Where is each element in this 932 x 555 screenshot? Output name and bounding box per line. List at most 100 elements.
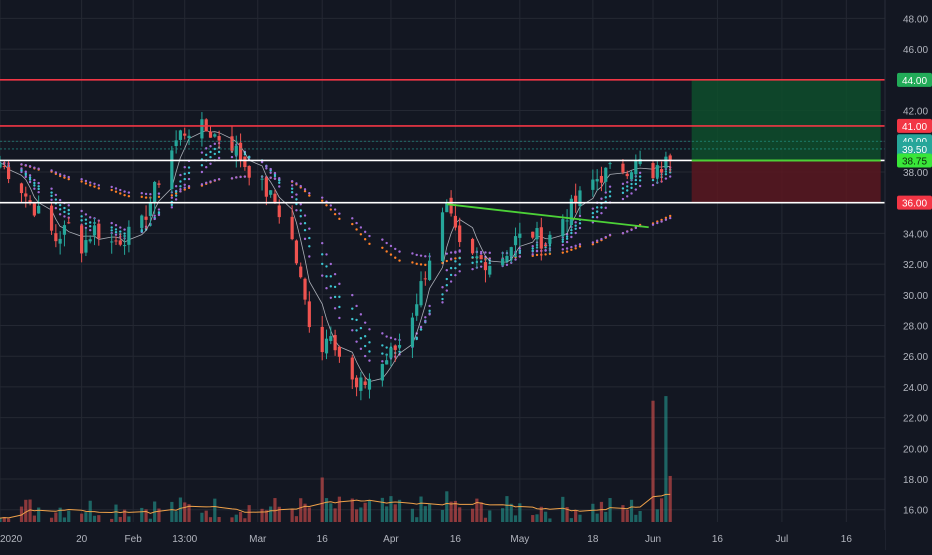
- ma-dot: [217, 177, 221, 181]
- candle-body: [565, 220, 569, 222]
- ma-dot: [269, 171, 272, 174]
- volume-bar: [0, 518, 2, 522]
- volume-bar: [127, 516, 131, 522]
- candle-body: [518, 233, 522, 238]
- candle-body: [531, 231, 535, 238]
- candle-body: [569, 198, 573, 226]
- volume-bar: [565, 507, 569, 522]
- ma-dot: [295, 193, 298, 196]
- x-tick-label: Feb: [125, 534, 143, 545]
- ma-dot: [608, 233, 612, 237]
- candle-body: [0, 162, 2, 168]
- ma-dot: [389, 244, 393, 248]
- y-tick-label: 30.00: [903, 291, 928, 302]
- ma-dot: [626, 181, 629, 184]
- ma-dot: [50, 194, 53, 198]
- ma-dot: [454, 251, 457, 254]
- candle-body: [578, 190, 582, 207]
- ma-dot: [80, 219, 83, 222]
- ma-dot: [595, 216, 599, 219]
- ma-dot: [329, 204, 333, 207]
- ma-dot: [415, 262, 418, 266]
- ma-dot: [471, 261, 474, 265]
- ma-dot: [535, 250, 539, 253]
- ma-dot: [205, 153, 208, 157]
- ma-dot: [299, 203, 302, 206]
- ma-dot: [419, 254, 423, 257]
- volume-bar: [668, 475, 672, 522]
- ma-dot: [63, 215, 66, 218]
- volume-bar: [428, 503, 432, 522]
- x-tick-label: Mar: [249, 534, 267, 545]
- candle-body: [389, 347, 393, 358]
- volume-bar: [440, 509, 445, 522]
- ma-dot: [445, 289, 448, 292]
- ma-dot: [58, 208, 62, 211]
- ma-dot: [660, 218, 663, 222]
- ma-dot: [179, 190, 182, 193]
- candle-body: [668, 155, 672, 162]
- candle-body: [187, 135, 191, 139]
- volume-bar: [548, 518, 552, 522]
- ma-dot: [449, 251, 453, 254]
- candle-body: [290, 216, 294, 240]
- ma-dot: [638, 175, 642, 178]
- ma-dot: [441, 301, 444, 304]
- ma-dot: [604, 196, 607, 199]
- ma-dot: [295, 198, 298, 201]
- ma-dot: [565, 237, 569, 240]
- ma-dot: [600, 197, 603, 200]
- y-tick-label: 28.00: [903, 321, 928, 332]
- ma-dot: [479, 252, 483, 255]
- ma-dot: [651, 223, 655, 226]
- ma-dot: [114, 187, 118, 190]
- volume-bar: [37, 507, 41, 522]
- ma-dot: [325, 275, 328, 278]
- price-candles: [0, 112, 672, 401]
- ma-dot: [303, 214, 307, 217]
- ma-dot: [308, 194, 311, 197]
- ma-dot: [33, 187, 36, 190]
- volume-bar: [651, 400, 655, 522]
- ma-dot: [368, 234, 371, 238]
- ma-dot: [630, 228, 633, 232]
- ma-dot: [449, 257, 453, 261]
- ma-dot: [329, 285, 333, 288]
- ma-dot: [626, 230, 629, 233]
- volume-ma-line: [0, 493, 671, 519]
- candle-body: [144, 216, 148, 220]
- ma-dot: [67, 177, 70, 181]
- volume-bar: [655, 509, 659, 522]
- ma-dot: [89, 225, 92, 228]
- ma-dot: [630, 186, 633, 190]
- candle-body: [539, 227, 543, 249]
- ma-dot: [321, 241, 324, 245]
- ma-dot: [329, 208, 333, 211]
- candle-body: [483, 262, 488, 271]
- ma-dot: [325, 253, 328, 256]
- ma-dot: [351, 329, 354, 332]
- candle-body: [320, 326, 324, 353]
- y-tick-label: 20.00: [903, 444, 928, 455]
- volume-bar: [67, 510, 71, 522]
- ma-dot: [626, 189, 629, 192]
- volume-bar: [58, 507, 62, 522]
- ma-dot: [37, 185, 40, 188]
- volume-bar: [354, 509, 359, 522]
- volume-bar: [110, 518, 114, 522]
- candle-body: [660, 169, 664, 173]
- ma-dot: [411, 261, 414, 264]
- ma-dot: [119, 188, 122, 192]
- ma-dot: [574, 244, 577, 248]
- candle-body: [419, 281, 423, 306]
- ma-dot: [656, 221, 659, 225]
- ma-dot: [273, 177, 277, 181]
- candle-body: [37, 205, 41, 214]
- ma-dot: [144, 196, 148, 199]
- ma-dot: [308, 236, 311, 240]
- ma-dot: [183, 186, 186, 189]
- volume-bar: [544, 511, 548, 522]
- ma-dot: [445, 259, 448, 263]
